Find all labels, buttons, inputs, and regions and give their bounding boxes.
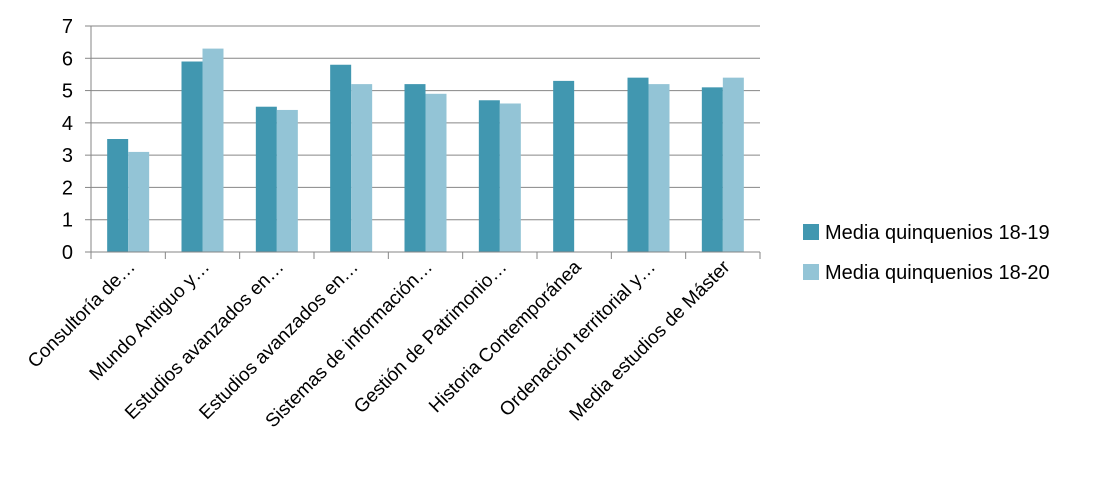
legend: Media quinquenios 18-19 Media quinquenios… bbox=[803, 222, 1050, 284]
bar-series-1 bbox=[478, 100, 500, 252]
bar-series-2 bbox=[425, 93, 447, 252]
bar-series-1 bbox=[255, 106, 277, 252]
bar-series-1 bbox=[627, 77, 649, 253]
bar-series-2 bbox=[128, 151, 150, 252]
y-tick-labels: 0 1 2 3 4 5 6 7 bbox=[62, 16, 73, 264]
legend-swatch bbox=[803, 224, 819, 240]
bar-series-1 bbox=[330, 64, 352, 252]
bar-series-2 bbox=[499, 103, 521, 252]
bars bbox=[107, 48, 744, 253]
y-tick-label: 7 bbox=[62, 16, 73, 38]
y-tick-label: 5 bbox=[62, 81, 73, 103]
bar-series-2 bbox=[648, 84, 670, 252]
y-tick-label: 1 bbox=[62, 210, 73, 232]
y-tick-label: 2 bbox=[62, 177, 73, 199]
x-category-label: Gestión de Patrimonio… bbox=[350, 257, 511, 418]
bar-series-1 bbox=[181, 61, 203, 253]
x-category-label: Media estudios de Máster bbox=[566, 256, 735, 425]
y-tick-label: 0 bbox=[62, 242, 73, 264]
bar-series-2 bbox=[276, 109, 298, 252]
bar-series-2 bbox=[722, 77, 744, 253]
axes bbox=[85, 25, 761, 259]
y-tick-label: 3 bbox=[62, 145, 73, 167]
x-tick-labels: Consultoría de…Mundo Antiguo y…Estudios … bbox=[24, 256, 735, 432]
bar-series-1 bbox=[553, 80, 575, 252]
legend-label: Media quinquenios 18-20 bbox=[825, 262, 1050, 284]
bar-series-2 bbox=[351, 84, 373, 252]
legend-swatch bbox=[803, 264, 819, 280]
bar-series-2 bbox=[202, 48, 224, 252]
bar-series-1 bbox=[107, 139, 129, 252]
bar-series-1 bbox=[404, 84, 426, 252]
y-tick-label: 4 bbox=[62, 113, 73, 135]
legend-label: Media quinquenios 18-19 bbox=[825, 222, 1050, 244]
x-category-label: Historia Contemporánea bbox=[425, 256, 586, 417]
y-tick-label: 6 bbox=[62, 48, 73, 70]
bar-series-1 bbox=[701, 87, 723, 252]
x-category-label: Ordenación territorial y… bbox=[496, 257, 660, 421]
